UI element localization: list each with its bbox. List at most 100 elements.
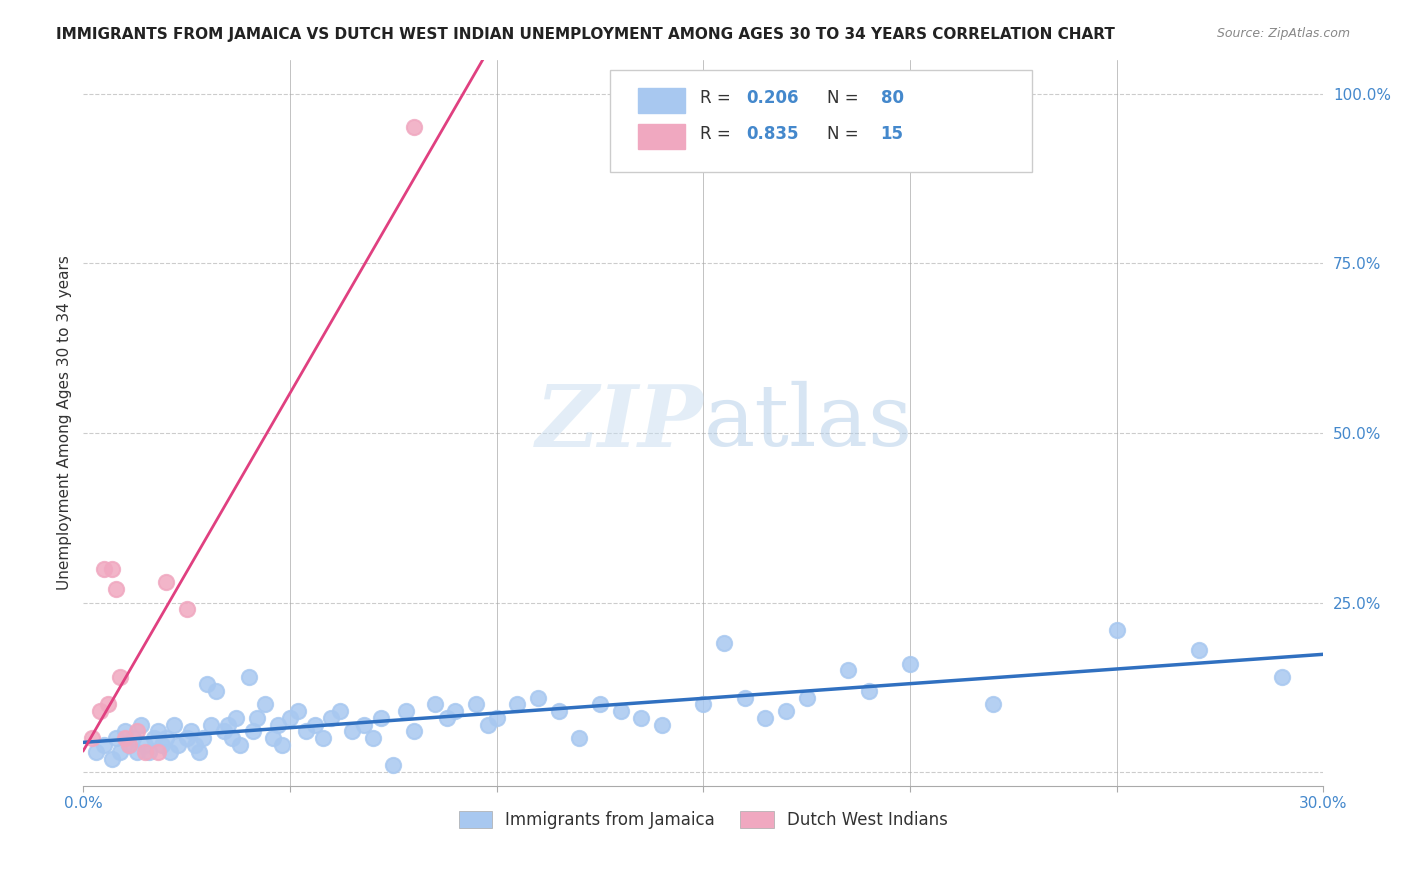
Point xyxy=(114,724,136,739)
Text: R =: R = xyxy=(700,126,735,144)
Text: 0.835: 0.835 xyxy=(747,126,799,144)
Point xyxy=(204,683,226,698)
Point xyxy=(138,745,160,759)
Point xyxy=(589,698,612,712)
Point xyxy=(465,698,488,712)
Point xyxy=(114,731,136,746)
Text: R =: R = xyxy=(700,89,735,107)
Point xyxy=(129,717,152,731)
Text: Source: ZipAtlas.com: Source: ZipAtlas.com xyxy=(1216,27,1350,40)
Point xyxy=(155,575,177,590)
Point xyxy=(262,731,284,746)
Point xyxy=(221,731,243,746)
Point xyxy=(423,698,446,712)
Point xyxy=(651,717,673,731)
Point xyxy=(609,704,631,718)
Text: ZIP: ZIP xyxy=(536,381,703,465)
Point xyxy=(101,561,124,575)
Bar xyxy=(637,88,685,112)
Point xyxy=(195,677,218,691)
Point xyxy=(217,717,239,731)
Point xyxy=(692,698,714,712)
Point xyxy=(134,745,156,759)
Point xyxy=(1105,623,1128,637)
Point xyxy=(89,704,111,718)
Point xyxy=(110,745,132,759)
Point xyxy=(246,711,269,725)
Text: IMMIGRANTS FROM JAMAICA VS DUTCH WEST INDIAN UNEMPLOYMENT AMONG AGES 30 TO 34 YE: IMMIGRANTS FROM JAMAICA VS DUTCH WEST IN… xyxy=(56,27,1115,42)
Point xyxy=(270,738,292,752)
Point xyxy=(796,690,818,705)
Point xyxy=(142,731,165,746)
Point xyxy=(242,724,264,739)
Point xyxy=(506,698,529,712)
Point xyxy=(395,704,418,718)
Point xyxy=(146,724,169,739)
Point xyxy=(118,738,141,752)
Point xyxy=(163,717,186,731)
Legend: Immigrants from Jamaica, Dutch West Indians: Immigrants from Jamaica, Dutch West Indi… xyxy=(453,804,955,836)
Point xyxy=(321,711,343,725)
Text: 15: 15 xyxy=(880,126,904,144)
Text: N =: N = xyxy=(827,89,865,107)
Point xyxy=(547,704,569,718)
Point xyxy=(329,704,352,718)
Point xyxy=(858,683,880,698)
Point xyxy=(775,704,797,718)
Point xyxy=(125,724,148,739)
Point xyxy=(361,731,384,746)
Point xyxy=(97,698,120,712)
Point xyxy=(176,602,198,616)
Point xyxy=(225,711,247,725)
Point xyxy=(155,731,177,746)
Point xyxy=(837,664,859,678)
Point xyxy=(93,561,115,575)
Point xyxy=(93,738,115,752)
Point xyxy=(191,731,214,746)
Point xyxy=(238,670,260,684)
Point xyxy=(159,745,181,759)
Text: N =: N = xyxy=(827,126,865,144)
Point xyxy=(118,738,141,752)
Point xyxy=(340,724,363,739)
Point xyxy=(477,717,499,731)
Point xyxy=(134,738,156,752)
Point xyxy=(353,717,375,731)
Point xyxy=(266,717,288,731)
Point xyxy=(212,724,235,739)
Point xyxy=(105,582,128,596)
Point xyxy=(150,738,173,752)
Point xyxy=(254,698,277,712)
Point xyxy=(568,731,591,746)
Point xyxy=(84,745,107,759)
Point xyxy=(184,738,207,752)
Point xyxy=(436,711,458,725)
Point xyxy=(1271,670,1294,684)
Point xyxy=(200,717,222,731)
Point xyxy=(898,657,921,671)
Point xyxy=(304,717,326,731)
Point xyxy=(105,731,128,746)
Point xyxy=(101,751,124,765)
Point xyxy=(754,711,776,725)
Point xyxy=(734,690,756,705)
Point xyxy=(287,704,309,718)
Point xyxy=(444,704,467,718)
Point xyxy=(180,724,202,739)
Point xyxy=(80,731,103,746)
Point xyxy=(122,731,145,746)
Point xyxy=(167,738,190,752)
Bar xyxy=(637,124,685,149)
Point xyxy=(188,745,211,759)
Point xyxy=(527,690,550,705)
Point xyxy=(146,745,169,759)
Point xyxy=(382,758,405,772)
Point xyxy=(295,724,318,739)
Text: atlas: atlas xyxy=(703,381,912,464)
Point xyxy=(713,636,735,650)
Point xyxy=(125,745,148,759)
Point xyxy=(402,724,425,739)
Point xyxy=(278,711,301,725)
Point xyxy=(485,711,508,725)
Point xyxy=(981,698,1004,712)
